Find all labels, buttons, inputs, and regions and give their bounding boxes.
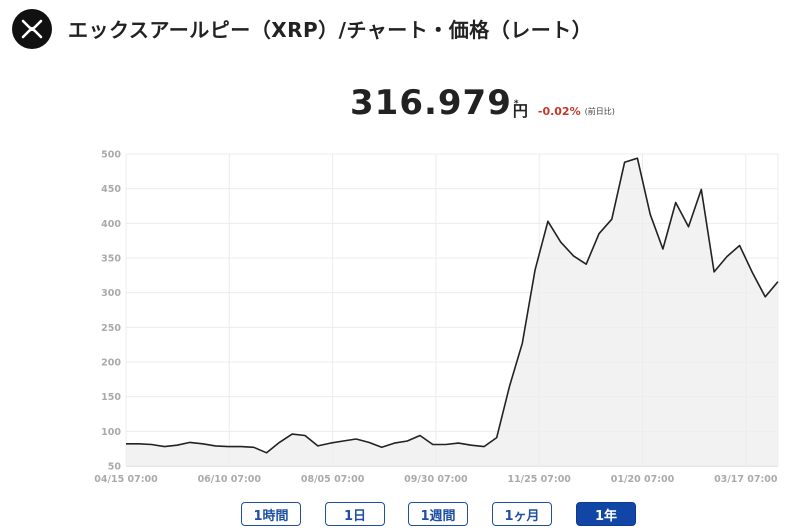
y-axis-labels: 50 100 150 200 250 300 350 400 450 500 bbox=[101, 150, 121, 473]
price-unit-label: 円 bbox=[512, 102, 528, 120]
price-footnote-mark: * bbox=[513, 99, 519, 109]
range-button-label: 1ヶ月 bbox=[504, 508, 540, 524]
x-axis-labels: 04/15 07:00 06/10 07:00 08/05 07:00 09/30 0… bbox=[94, 474, 778, 485]
range-button-1y[interactable]: 1年 bbox=[576, 502, 636, 526]
y-tick-label: 400 bbox=[101, 219, 121, 230]
x-tick-label: 08/05 07:00 bbox=[301, 474, 365, 485]
x-tick-label: 04/15 07:00 bbox=[94, 474, 158, 485]
x-tick-label: 11/25 07:00 bbox=[507, 474, 571, 485]
xrp-logo-icon bbox=[12, 9, 52, 49]
current-price: 316.979 bbox=[350, 83, 512, 123]
range-button-1w[interactable]: 1週間 bbox=[408, 502, 468, 526]
y-tick-label: 500 bbox=[101, 150, 121, 161]
price-chart: 50 100 150 200 250 300 350 400 450 500 04/15 07:0… bbox=[94, 150, 779, 485]
x-tick-label: 03/17 07:00 bbox=[714, 474, 778, 485]
range-button-1h[interactable]: 1時間 bbox=[241, 502, 301, 526]
price-change-note: (前日比) bbox=[584, 107, 615, 116]
price-display: 316.979 円 * -0.02% (前日比) bbox=[350, 80, 615, 120]
price-line bbox=[126, 157, 779, 454]
y-tick-label: 150 bbox=[101, 392, 121, 403]
y-tick-label: 350 bbox=[101, 254, 121, 265]
x-tick-label: 09/30 07:00 bbox=[404, 474, 468, 485]
y-tick-label: 450 bbox=[101, 184, 121, 195]
x-tick-label: 06/10 07:00 bbox=[198, 474, 262, 485]
y-tick-label: 200 bbox=[101, 358, 121, 369]
x-tick-label: 01/20 07:00 bbox=[611, 474, 675, 485]
range-selector: 1時間 1日 1週間 1ヶ月 1年 bbox=[0, 502, 788, 528]
price-change: -0.02% bbox=[537, 105, 581, 118]
range-button-label: 1時間 bbox=[253, 508, 289, 524]
page-title: エックスアールピー（XRP）/チャート・価格（レート） bbox=[68, 18, 593, 42]
y-tick-label: 300 bbox=[101, 288, 121, 299]
y-tick-label: 50 bbox=[108, 462, 122, 473]
range-button-label: 1日 bbox=[343, 508, 367, 524]
range-button-label: 1年 bbox=[594, 508, 618, 524]
range-button-1d[interactable]: 1日 bbox=[325, 502, 385, 526]
range-button-label: 1週間 bbox=[420, 508, 456, 524]
price-unit: 円 * bbox=[512, 99, 528, 120]
range-button-1m[interactable]: 1ヶ月 bbox=[492, 502, 552, 526]
price-area-fill bbox=[126, 158, 778, 466]
y-tick-label: 100 bbox=[101, 427, 121, 438]
y-tick-label: 250 bbox=[101, 323, 121, 334]
